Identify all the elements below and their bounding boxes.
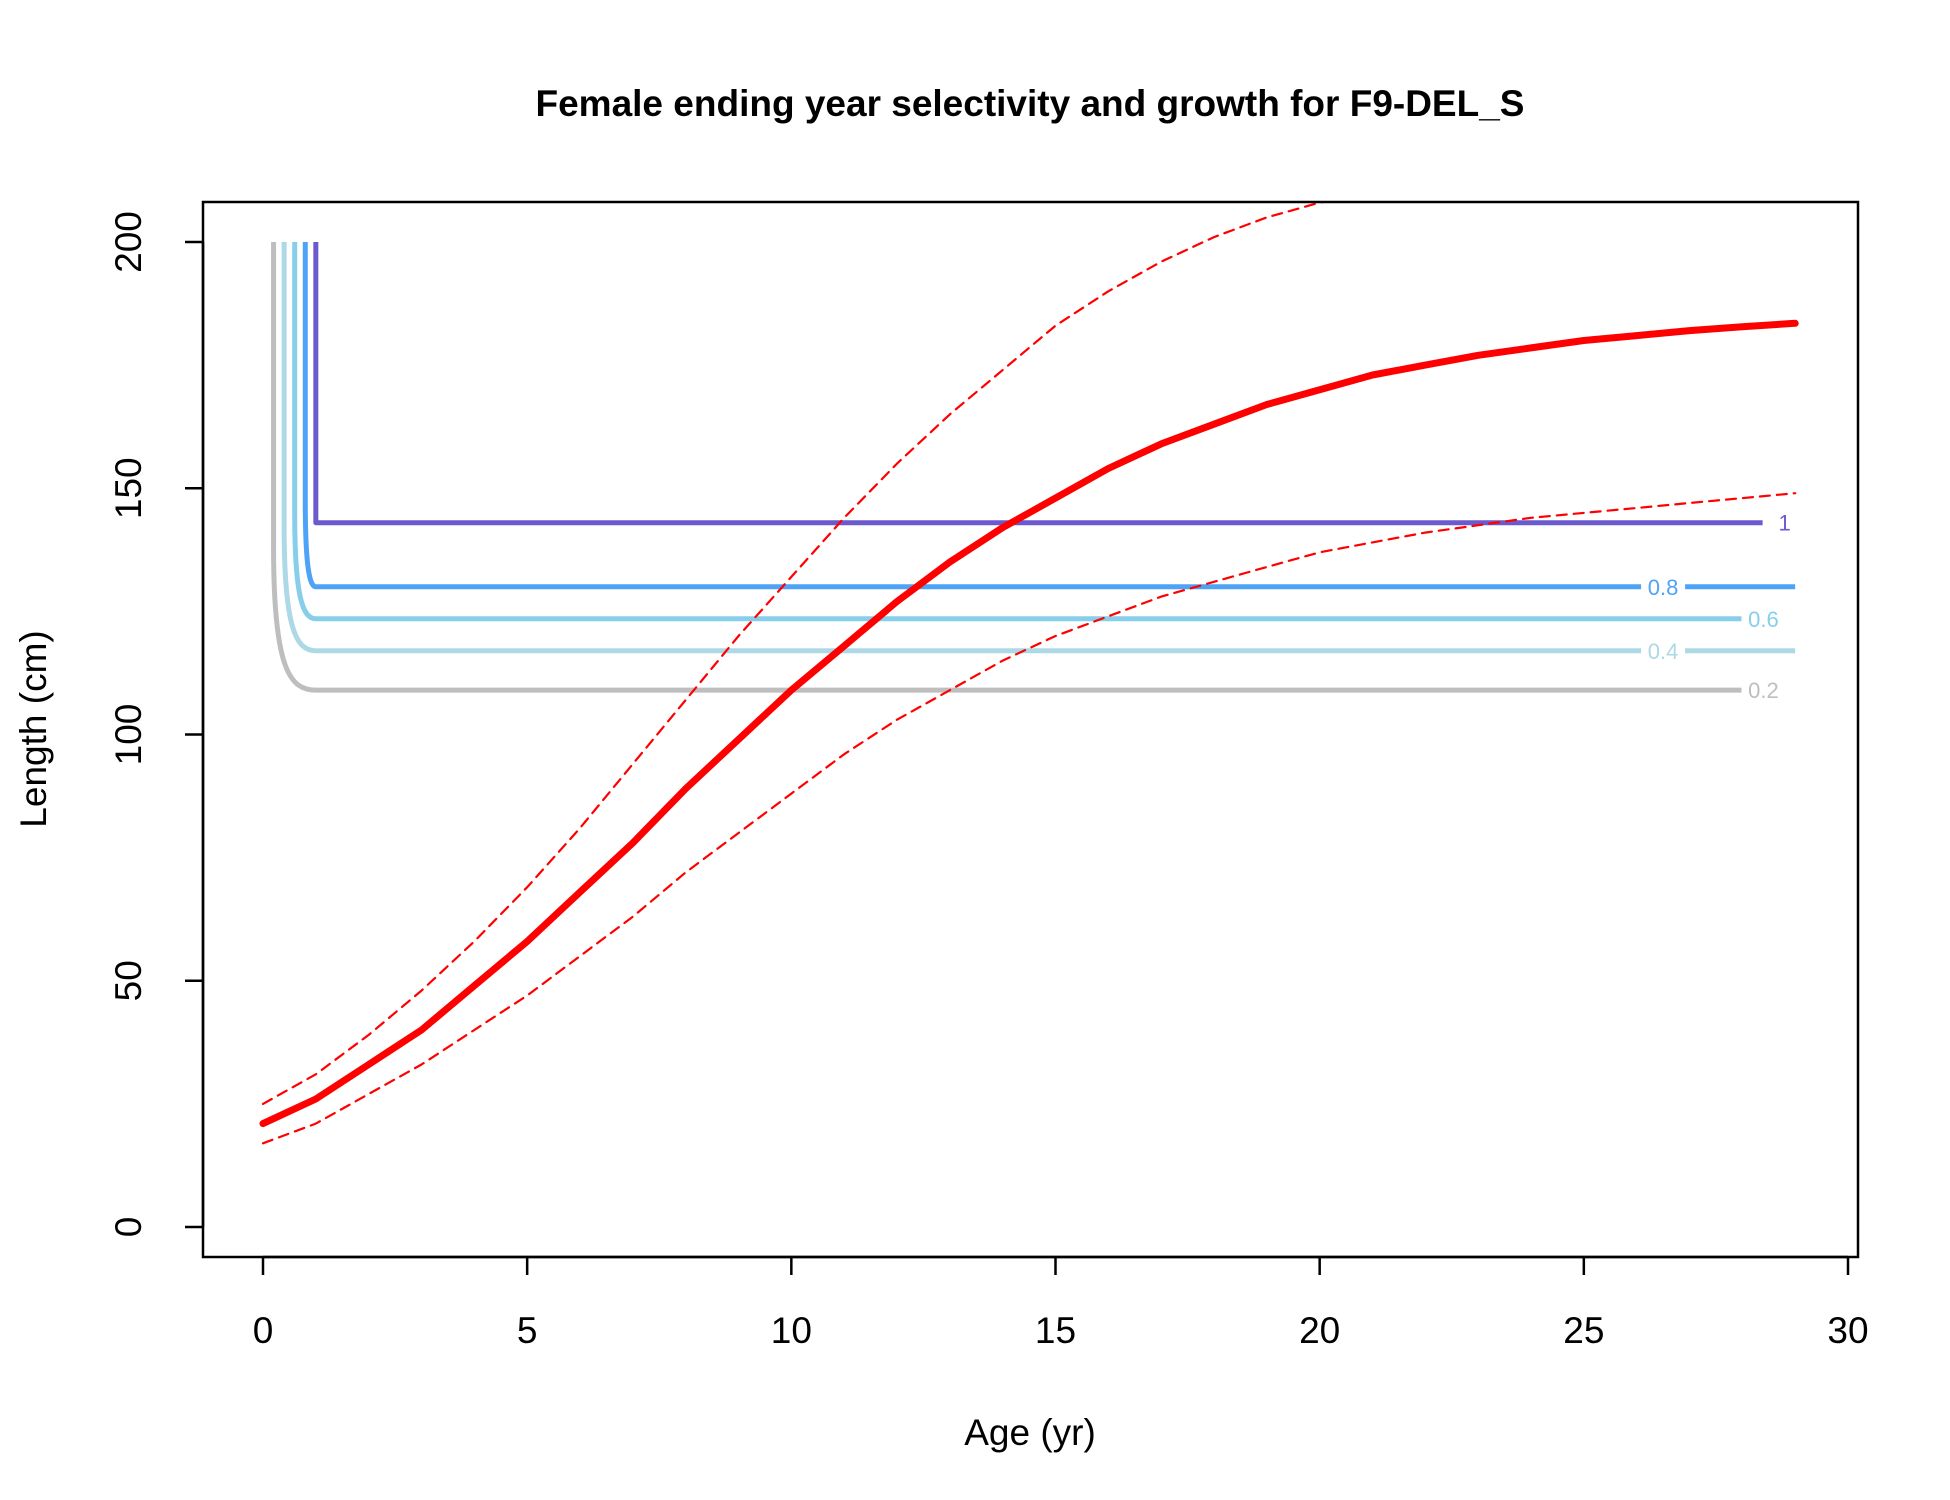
selectivity-contour-1 — [313, 242, 1769, 526]
y-axis: 0 50 100 150 200 — [108, 211, 205, 1238]
contour-label-0.2: 0.2 — [1748, 678, 1779, 703]
y-tick-label: 150 — [108, 457, 149, 519]
contour-label-bg — [1641, 636, 1686, 665]
x-tick-label: 10 — [771, 1310, 812, 1351]
y-tick-label: 100 — [108, 704, 149, 766]
contour-label-0.6: 0.6 — [1748, 607, 1779, 632]
growth-mean-line — [259, 319, 1799, 1128]
y-tick-label: 50 — [108, 960, 149, 1001]
chart-title: Female ending year selectivity and growt… — [536, 83, 1525, 124]
contour-label-bg — [1762, 508, 1807, 537]
growth-lower-line — [261, 492, 1797, 1145]
x-tick-label: 20 — [1299, 1310, 1340, 1351]
x-tick-label: 15 — [1035, 1310, 1076, 1351]
y-tick-label: 0 — [108, 1217, 149, 1238]
selectivity-contours: 0.2 0.4 0.6 0.8 1 — [271, 242, 1807, 705]
y-axis-label: Length (cm) — [13, 630, 54, 827]
selectivity-contour-0.2 — [271, 242, 1743, 693]
x-axis-label: Age (yr) — [964, 1412, 1096, 1453]
x-axis: 0 5 10 15 20 25 30 — [253, 1255, 1869, 1351]
contour-label-bg — [1741, 676, 1786, 705]
x-tick-label: 25 — [1563, 1310, 1604, 1351]
contour-label-0.4: 0.4 — [1648, 639, 1679, 664]
selectivity-contour-0.8 — [302, 242, 1796, 590]
growth-curves — [259, 202, 1799, 1145]
x-tick-label: 5 — [517, 1310, 538, 1351]
plot-frame — [201, 200, 1860, 1259]
x-tick-label: 0 — [253, 1310, 274, 1351]
contour-label-bg — [1641, 572, 1686, 601]
growth-upper-line — [261, 202, 1329, 1106]
contour-label-1: 1 — [1778, 511, 1790, 536]
selectivity-contour-0.6 — [292, 242, 1743, 622]
contour-label-bg — [1741, 604, 1786, 633]
y-tick-label: 200 — [108, 211, 149, 273]
x-tick-label: 30 — [1827, 1310, 1868, 1351]
selectivity-contour-0.4 — [281, 242, 1796, 654]
contour-label-0.8: 0.8 — [1648, 575, 1679, 600]
